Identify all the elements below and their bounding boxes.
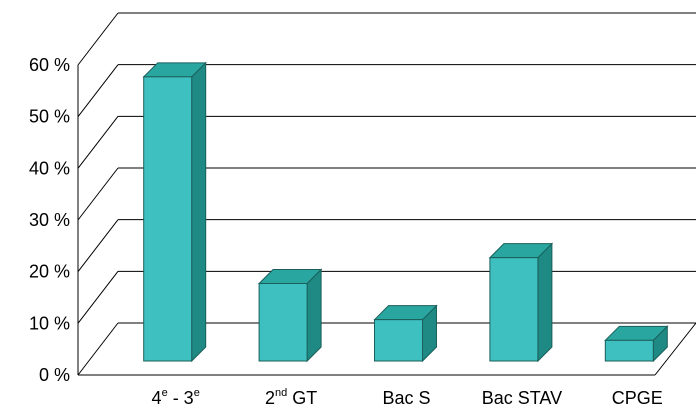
side-wall-gridline bbox=[77, 322, 119, 376]
bar-front bbox=[489, 257, 539, 362]
bar-front bbox=[143, 76, 193, 362]
side-wall-gridline bbox=[77, 271, 119, 324]
bars bbox=[142, 61, 669, 363]
gridlines bbox=[77, 12, 696, 376]
bar-side bbox=[537, 242, 553, 363]
y-tick-label: 20 % bbox=[29, 262, 70, 282]
bar-side bbox=[306, 268, 322, 363]
side-wall-gridline bbox=[77, 219, 119, 272]
x-tick-label: 4e - 3e bbox=[152, 387, 200, 408]
side-wall-gridline bbox=[77, 64, 119, 117]
y-tick-label: 50 % bbox=[29, 107, 70, 127]
y-tick-label: 30 % bbox=[29, 210, 70, 230]
y-tick-label: 40 % bbox=[29, 158, 70, 178]
bar-front bbox=[258, 283, 308, 362]
y-tick-label: 60 % bbox=[29, 55, 70, 75]
bar-front bbox=[604, 339, 654, 362]
side-wall-gridline bbox=[77, 167, 119, 221]
bar-1 bbox=[142, 61, 207, 363]
bar-2 bbox=[257, 268, 323, 363]
x-tick-label: Bac STAV bbox=[482, 388, 562, 408]
bar-front bbox=[374, 319, 423, 362]
y-tick-label: 0 % bbox=[39, 365, 70, 385]
side-wall-gridline bbox=[77, 116, 119, 169]
bar-5 bbox=[604, 325, 669, 363]
floor-edge bbox=[654, 322, 696, 376]
bar-3 bbox=[373, 304, 438, 363]
y-tick-label: 10 % bbox=[29, 313, 70, 333]
x-tick-label: Bac S bbox=[382, 388, 430, 408]
x-tick-label: 2nd GT bbox=[265, 387, 317, 408]
x-tick-label: CPGE bbox=[612, 388, 663, 408]
bar-4 bbox=[488, 242, 554, 363]
bar-side bbox=[191, 61, 207, 363]
side-wall-gridline bbox=[77, 12, 119, 66]
